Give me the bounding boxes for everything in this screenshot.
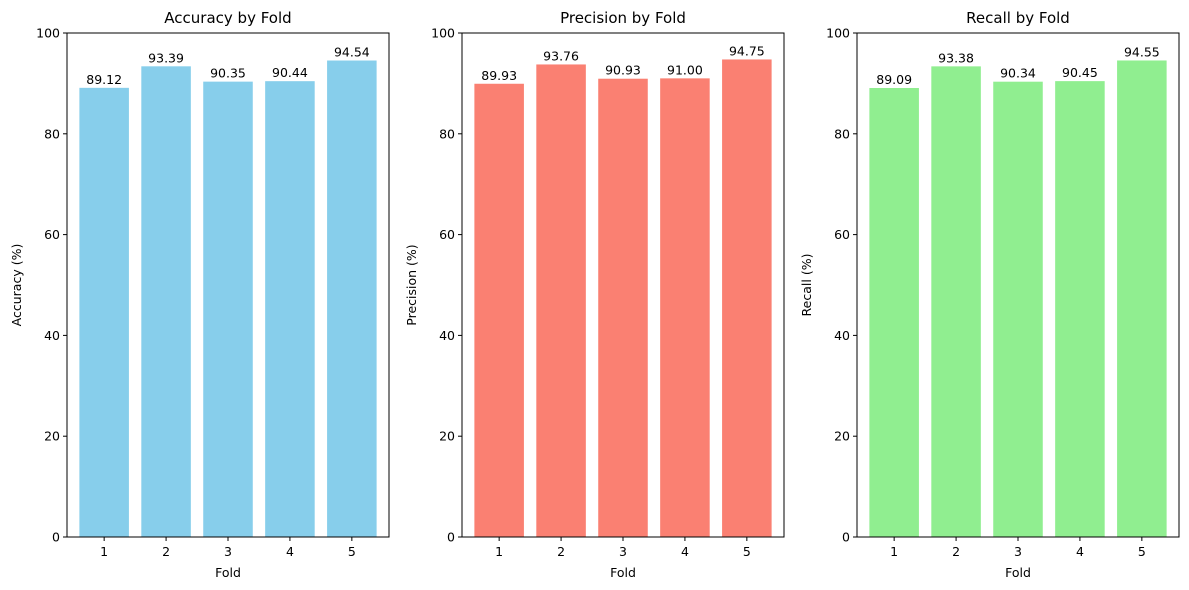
bar-fold-1 [79,87,129,537]
data-label: 89.93 [481,68,517,83]
x-tick-label: 4 [1076,544,1084,559]
data-label: 93.38 [938,50,974,65]
data-label: 90.34 [1000,66,1036,81]
y-tick-label: 40 [834,328,850,343]
data-label: 93.76 [543,48,579,63]
data-label: 90.93 [605,63,641,78]
ticks: 1 2 3 4 5 0 20 40 60 80 100 [36,26,356,560]
ticks: 1 2 3 4 5 0 20 40 60 80 100 [826,26,1146,560]
bar-fold-4 [1055,81,1105,538]
bar-fold-3 [598,78,648,537]
x-tick-label: 3 [619,544,627,559]
bar-fold-2 [141,66,191,538]
x-axis-label: Fold [215,565,241,580]
panel-title: Recall by Fold [966,9,1070,27]
y-tick-label: 80 [44,126,60,141]
x-tick-label: 3 [1014,544,1022,559]
data-label: 94.75 [729,43,765,58]
bar-fold-2 [931,66,981,537]
bar-fold-5 [722,59,772,538]
x-tick-label: 4 [286,544,294,559]
x-tick-label: 1 [100,544,108,559]
x-tick-label: 5 [1138,544,1146,559]
x-tick-label: 2 [162,544,170,559]
bar-fold-5 [327,60,377,537]
x-tick-label: 5 [743,544,751,559]
x-axis-label: Fold [1005,565,1031,580]
bar-fold-3 [993,81,1043,537]
bars: 89.93 93.76 90.93 91.00 94.75 [474,43,772,538]
bar-fold-1 [474,83,524,537]
x-axis-label: Fold [610,565,636,580]
y-tick-label: 60 [439,227,455,242]
panel-title: Accuracy by Fold [164,9,291,27]
y-tick-label: 20 [439,429,455,444]
y-tick-label: 60 [44,227,60,242]
x-tick-label: 1 [495,544,503,559]
bar-fold-4 [660,78,710,538]
data-label: 89.12 [86,72,122,87]
y-tick-label: 100 [36,26,60,41]
ticks: 1 2 3 4 5 0 20 40 60 80 100 [431,26,751,560]
x-tick-label: 2 [952,544,960,559]
data-label: 93.39 [148,50,184,65]
bars: 89.12 93.39 90.35 90.44 94.54 [79,45,377,538]
plot-frame [856,32,1180,538]
y-axis-label: Accuracy (%) [9,244,24,327]
x-tick-label: 5 [348,544,356,559]
bar-fold-3 [203,81,253,538]
plot-frame [66,32,390,538]
bar-fold-4 [265,81,315,537]
y-axis-label: Precision (%) [404,244,419,325]
data-label: 94.54 [334,45,370,60]
x-tick-label: 1 [890,544,898,559]
x-tick-label: 2 [557,544,565,559]
plot-frame [461,32,785,538]
y-tick-label: 0 [842,530,850,545]
y-tick-label: 0 [447,530,455,545]
y-tick-label: 20 [834,429,850,444]
y-tick-label: 20 [44,429,60,444]
data-label: 94.55 [1124,44,1160,59]
data-label: 90.44 [272,65,308,80]
panel-title: Precision by Fold [560,9,686,27]
y-tick-label: 80 [834,126,850,141]
x-tick-label: 3 [224,544,232,559]
bar-fold-2 [536,64,586,538]
y-tick-label: 0 [52,530,60,545]
y-tick-label: 40 [439,328,455,343]
data-label: 90.35 [210,66,246,81]
recall-panel: Recall by Fold Fold Recall (%) 89.09 93.3… [799,9,1180,580]
y-axis-label: Recall (%) [799,254,814,317]
bar-fold-1 [869,87,919,538]
bar-fold-5 [1117,60,1167,538]
y-tick-label: 60 [834,227,850,242]
accuracy-panel: Accuracy by Fold Fold Accuracy (%) 89.12… [9,9,390,580]
x-tick-label: 4 [681,544,689,559]
precision-panel: Precision by Fold Fold Precision (%) 89.… [404,9,785,580]
y-tick-label: 40 [44,328,60,343]
data-label: 89.09 [876,72,912,87]
y-tick-label: 100 [431,26,455,41]
y-tick-label: 100 [826,26,850,41]
bars: 89.09 93.38 90.34 90.45 94.55 [869,44,1167,538]
data-label: 91.00 [667,62,703,77]
y-tick-label: 80 [439,126,455,141]
data-label: 90.45 [1062,65,1098,80]
